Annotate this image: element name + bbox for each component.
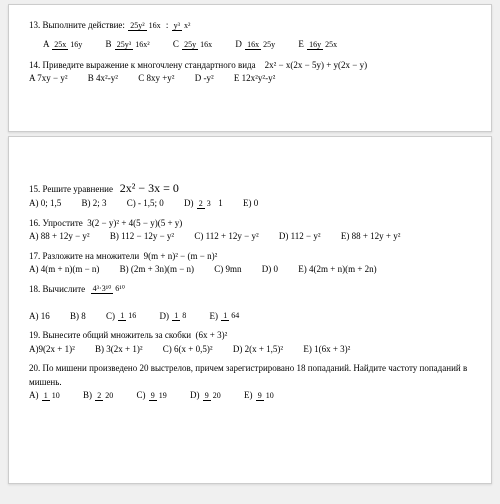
problem-13: 13. Выполните действие: 25y²16x : y³x² [29, 19, 471, 33]
p14-label: 14. Приведите выражение к многочлену ста… [29, 60, 256, 70]
p19-label: 19. Вынесите общий множитель за скобки [29, 330, 191, 340]
p15-label: 15. Решите уравнение [29, 184, 113, 194]
problem-14: 14. Приведите выражение к многочлену ста… [29, 59, 471, 86]
p15-expr: 2x² − 3x = 0 [120, 181, 179, 195]
p18-label: 18. Вычислите [29, 284, 85, 294]
p20-label: 20. По мишени произведено 20 выстрелов, … [29, 363, 467, 387]
p17-label: 17. Разложите на множители [29, 251, 139, 261]
p13-options: A 25x16y B 25y³16x² C 25y16x D 16x25y E … [43, 39, 471, 49]
problem-16: 16. Упростите 3(2 − y)² + 4(5 − y)(5 + y… [29, 217, 471, 244]
page-top: 13. Выполните действие: 25y²16x : y³x² A… [8, 4, 492, 132]
problem-18: 18. Вычислите 4³·3¹⁰6¹⁰ A) 16 B) 8 C) 11… [29, 283, 471, 324]
p13-label: 13. Выполните действие: [29, 20, 125, 30]
page-bottom: 15. Решите уравнение 2x² − 3x = 0 A) 0; … [8, 136, 492, 484]
p14-expr: 2x² − x(2x − 5y) + y(2x − y) [265, 60, 368, 70]
p17-expr: 9(m + n)² − (m − n)² [144, 251, 218, 261]
p16-label: 16. Упростите [29, 218, 83, 228]
p19-expr: (6x + 3)² [196, 330, 228, 340]
p16-expr: 3(2 − y)² + 4(5 − y)(5 + y) [87, 218, 182, 228]
problem-19: 19. Вынесите общий множитель за скобки (… [29, 329, 471, 356]
problem-17: 17. Разложите на множители 9(m + n)² − (… [29, 250, 471, 277]
problem-20: 20. По мишени произведено 20 выстрелов, … [29, 362, 471, 403]
problem-15: 15. Решите уравнение 2x² − 3x = 0 A) 0; … [29, 179, 471, 211]
